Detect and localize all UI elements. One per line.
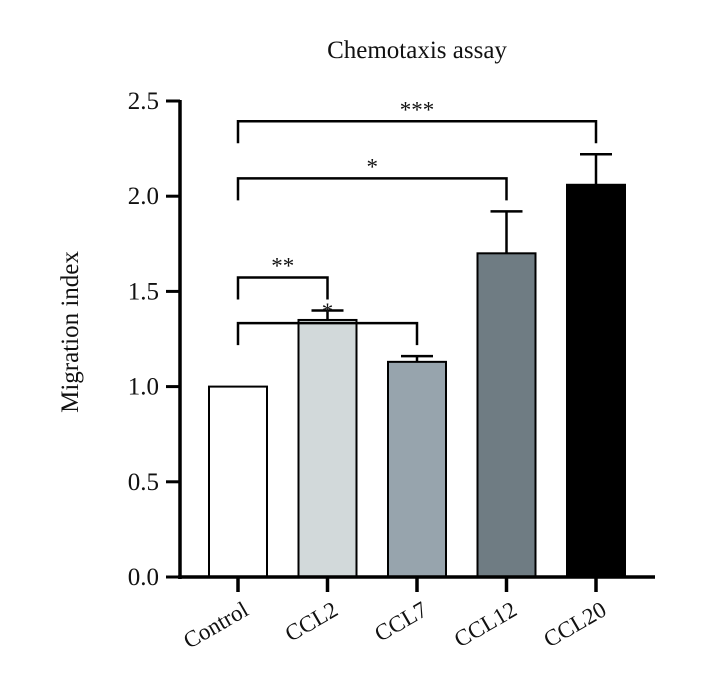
y-tick-label: 0.0 bbox=[128, 564, 159, 591]
x-tick-label-ccl12: CCL12 bbox=[450, 597, 521, 653]
y-tick-labels: 0.0 0.5 1.0 1.5 2.0 2.5 bbox=[128, 88, 159, 591]
significance-label-ccl12: * bbox=[367, 154, 379, 179]
x-tick-label-control: Control bbox=[179, 597, 252, 654]
bar-ccl12 bbox=[476, 252, 537, 578]
axes-layer bbox=[166, 99, 655, 592]
significance-label-ccl7: * bbox=[322, 299, 334, 324]
x-tick-label-ccl20: CCL20 bbox=[539, 597, 610, 653]
x-tick-label-ccl2: CCL2 bbox=[281, 597, 342, 647]
y-tick-label: 1.5 bbox=[128, 278, 159, 305]
bars-layer bbox=[208, 183, 626, 578]
significance-bracket-ccl2 bbox=[236, 276, 329, 300]
bar-ccl20 bbox=[566, 183, 626, 578]
significance-bracket-ccl7 bbox=[236, 321, 419, 346]
significance-bracket-ccl12 bbox=[236, 177, 508, 201]
significance-label-ccl20: *** bbox=[400, 97, 435, 122]
y-tick-label: 2.5 bbox=[128, 88, 159, 115]
y-tick-label: 2.0 bbox=[128, 183, 159, 210]
significance-bracket-ccl20 bbox=[236, 120, 598, 144]
chart-title: Chemotaxis assay bbox=[327, 37, 507, 64]
bar-ccl2 bbox=[297, 318, 358, 578]
y-axis-label: Migration index bbox=[57, 251, 84, 413]
bar-control bbox=[208, 385, 268, 578]
error-bars-layer bbox=[311, 153, 612, 362]
y-tick-label: 0.5 bbox=[128, 469, 159, 496]
significance-layer: ******* bbox=[236, 97, 598, 346]
significance-label-ccl2: ** bbox=[271, 253, 294, 278]
y-tick-label: 1.0 bbox=[128, 374, 159, 401]
bar-ccl7 bbox=[387, 360, 447, 578]
x-tick-label-ccl7: CCL7 bbox=[370, 597, 431, 647]
x-tick-labels: Control CCL2 CCL7 CCL12 CCL20 bbox=[179, 597, 610, 654]
